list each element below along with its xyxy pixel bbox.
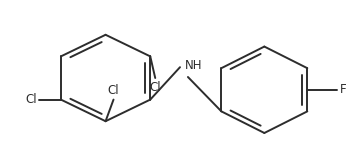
Text: NH: NH: [185, 59, 202, 72]
Text: Cl: Cl: [26, 93, 37, 106]
Text: F: F: [340, 83, 347, 96]
Text: Cl: Cl: [149, 81, 161, 94]
Text: Cl: Cl: [108, 84, 119, 97]
